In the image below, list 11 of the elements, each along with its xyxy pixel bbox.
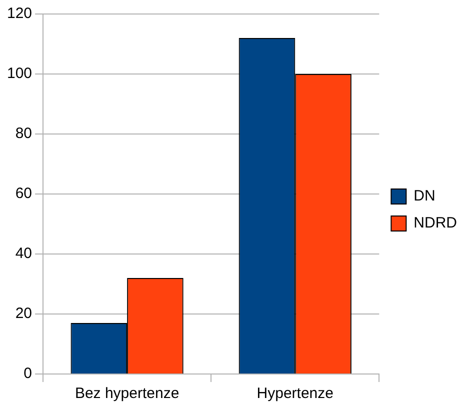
y-tick-label: 100	[6, 65, 32, 82]
x-tick-label: Bez hypertenze	[74, 385, 180, 402]
y-tick-label: 40	[15, 245, 32, 262]
legend-label: NDRD	[414, 214, 458, 232]
y-tick-label: 80	[15, 125, 32, 142]
y-tick-label: 20	[15, 305, 32, 322]
y-tick-label: 0	[24, 365, 32, 382]
y-tick-label: 120	[6, 5, 32, 22]
x-tick-label: Hypertenze	[256, 385, 334, 402]
legend-label: DN	[414, 188, 436, 205]
y-tick-label: 60	[15, 185, 32, 202]
